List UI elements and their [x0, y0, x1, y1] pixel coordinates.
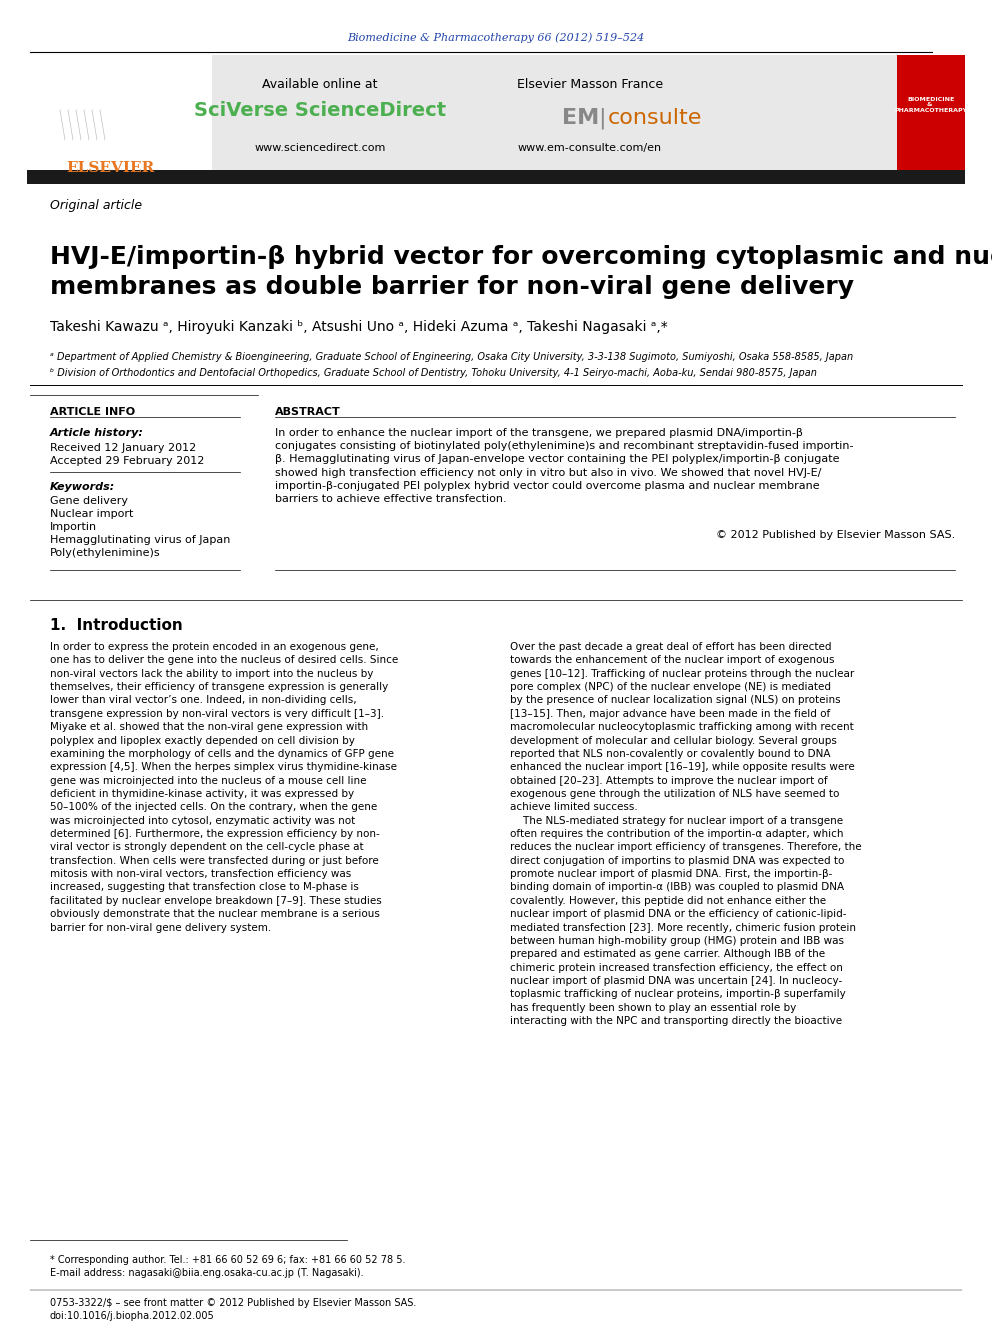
FancyBboxPatch shape: [897, 56, 965, 169]
Text: ELSEVIER: ELSEVIER: [65, 161, 154, 175]
FancyBboxPatch shape: [27, 169, 965, 184]
Text: ARTICLE INFO: ARTICLE INFO: [50, 407, 135, 417]
Text: Hemagglutinating virus of Japan: Hemagglutinating virus of Japan: [50, 534, 230, 545]
Text: EM: EM: [562, 108, 599, 128]
FancyBboxPatch shape: [27, 56, 212, 169]
Text: Elsevier Masson France: Elsevier Masson France: [517, 78, 663, 91]
Text: © 2012 Published by Elsevier Masson SAS.: © 2012 Published by Elsevier Masson SAS.: [716, 531, 955, 540]
Text: ᵃ Department of Applied Chemistry & Bioengineering, Graduate School of Engineeri: ᵃ Department of Applied Chemistry & Bioe…: [50, 352, 853, 363]
Text: Keywords:: Keywords:: [50, 482, 115, 492]
Text: E-mail address: nagasaki@biia.eng.osaka-cu.ac.jp (T. Nagasaki).: E-mail address: nagasaki@biia.eng.osaka-…: [50, 1267, 364, 1278]
Text: Biomedicine & Pharmacotherapy 66 (2012) 519–524: Biomedicine & Pharmacotherapy 66 (2012) …: [347, 33, 645, 44]
Text: 1.  Introduction: 1. Introduction: [50, 618, 183, 632]
Text: Original article: Original article: [50, 200, 142, 213]
Text: * Corresponding author. Tel.: +81 66 60 52 69 6; fax: +81 66 60 52 78 5.: * Corresponding author. Tel.: +81 66 60 …: [50, 1256, 406, 1265]
Text: Article history:: Article history:: [50, 429, 144, 438]
Text: ᵇ Division of Orthodontics and Dentofacial Orthopedics, Graduate School of Denti: ᵇ Division of Orthodontics and Dentofaci…: [50, 368, 816, 378]
Text: Available online at: Available online at: [262, 78, 378, 91]
Text: www.em-consulte.com/en: www.em-consulte.com/en: [518, 143, 662, 153]
Text: In order to express the protein encoded in an exogenous gene,
one has to deliver: In order to express the protein encoded …: [50, 642, 398, 933]
Text: consulte: consulte: [608, 108, 702, 128]
Text: Nuclear import: Nuclear import: [50, 509, 133, 519]
Text: doi:10.1016/j.biopha.2012.02.005: doi:10.1016/j.biopha.2012.02.005: [50, 1311, 214, 1320]
Text: Poly(ethylenimine)s: Poly(ethylenimine)s: [50, 548, 161, 558]
Text: ABSTRACT: ABSTRACT: [275, 407, 340, 417]
Text: www.sciencedirect.com: www.sciencedirect.com: [254, 143, 386, 153]
Text: Gene delivery: Gene delivery: [50, 496, 128, 505]
Text: In order to enhance the nuclear import of the transgene, we prepared plasmid DNA: In order to enhance the nuclear import o…: [275, 429, 853, 504]
FancyBboxPatch shape: [27, 56, 897, 169]
Text: Accepted 29 February 2012: Accepted 29 February 2012: [50, 456, 204, 466]
Text: HVJ-E/importin-β hybrid vector for overcoming cytoplasmic and nuclear
membranes : HVJ-E/importin-β hybrid vector for overc…: [50, 245, 992, 299]
Text: Importin: Importin: [50, 523, 97, 532]
Text: BIOMEDICINE
& 
PHARMACOTHERAPY: BIOMEDICINE & PHARMACOTHERAPY: [895, 97, 967, 114]
Text: Received 12 January 2012: Received 12 January 2012: [50, 443, 196, 452]
Text: 0753-3322/$ – see front matter © 2012 Published by Elsevier Masson SAS.: 0753-3322/$ – see front matter © 2012 Pu…: [50, 1298, 417, 1308]
Text: |: |: [598, 107, 606, 128]
Text: SciVerse ScienceDirect: SciVerse ScienceDirect: [194, 101, 446, 119]
Text: Takeshi Kawazu ᵃ, Hiroyuki Kanzaki ᵇ, Atsushi Uno ᵃ, Hideki Azuma ᵃ, Takeshi Nag: Takeshi Kawazu ᵃ, Hiroyuki Kanzaki ᵇ, At…: [50, 320, 668, 333]
Text: Over the past decade a great deal of effort has been directed
towards the enhanc: Over the past decade a great deal of eff…: [510, 642, 862, 1027]
